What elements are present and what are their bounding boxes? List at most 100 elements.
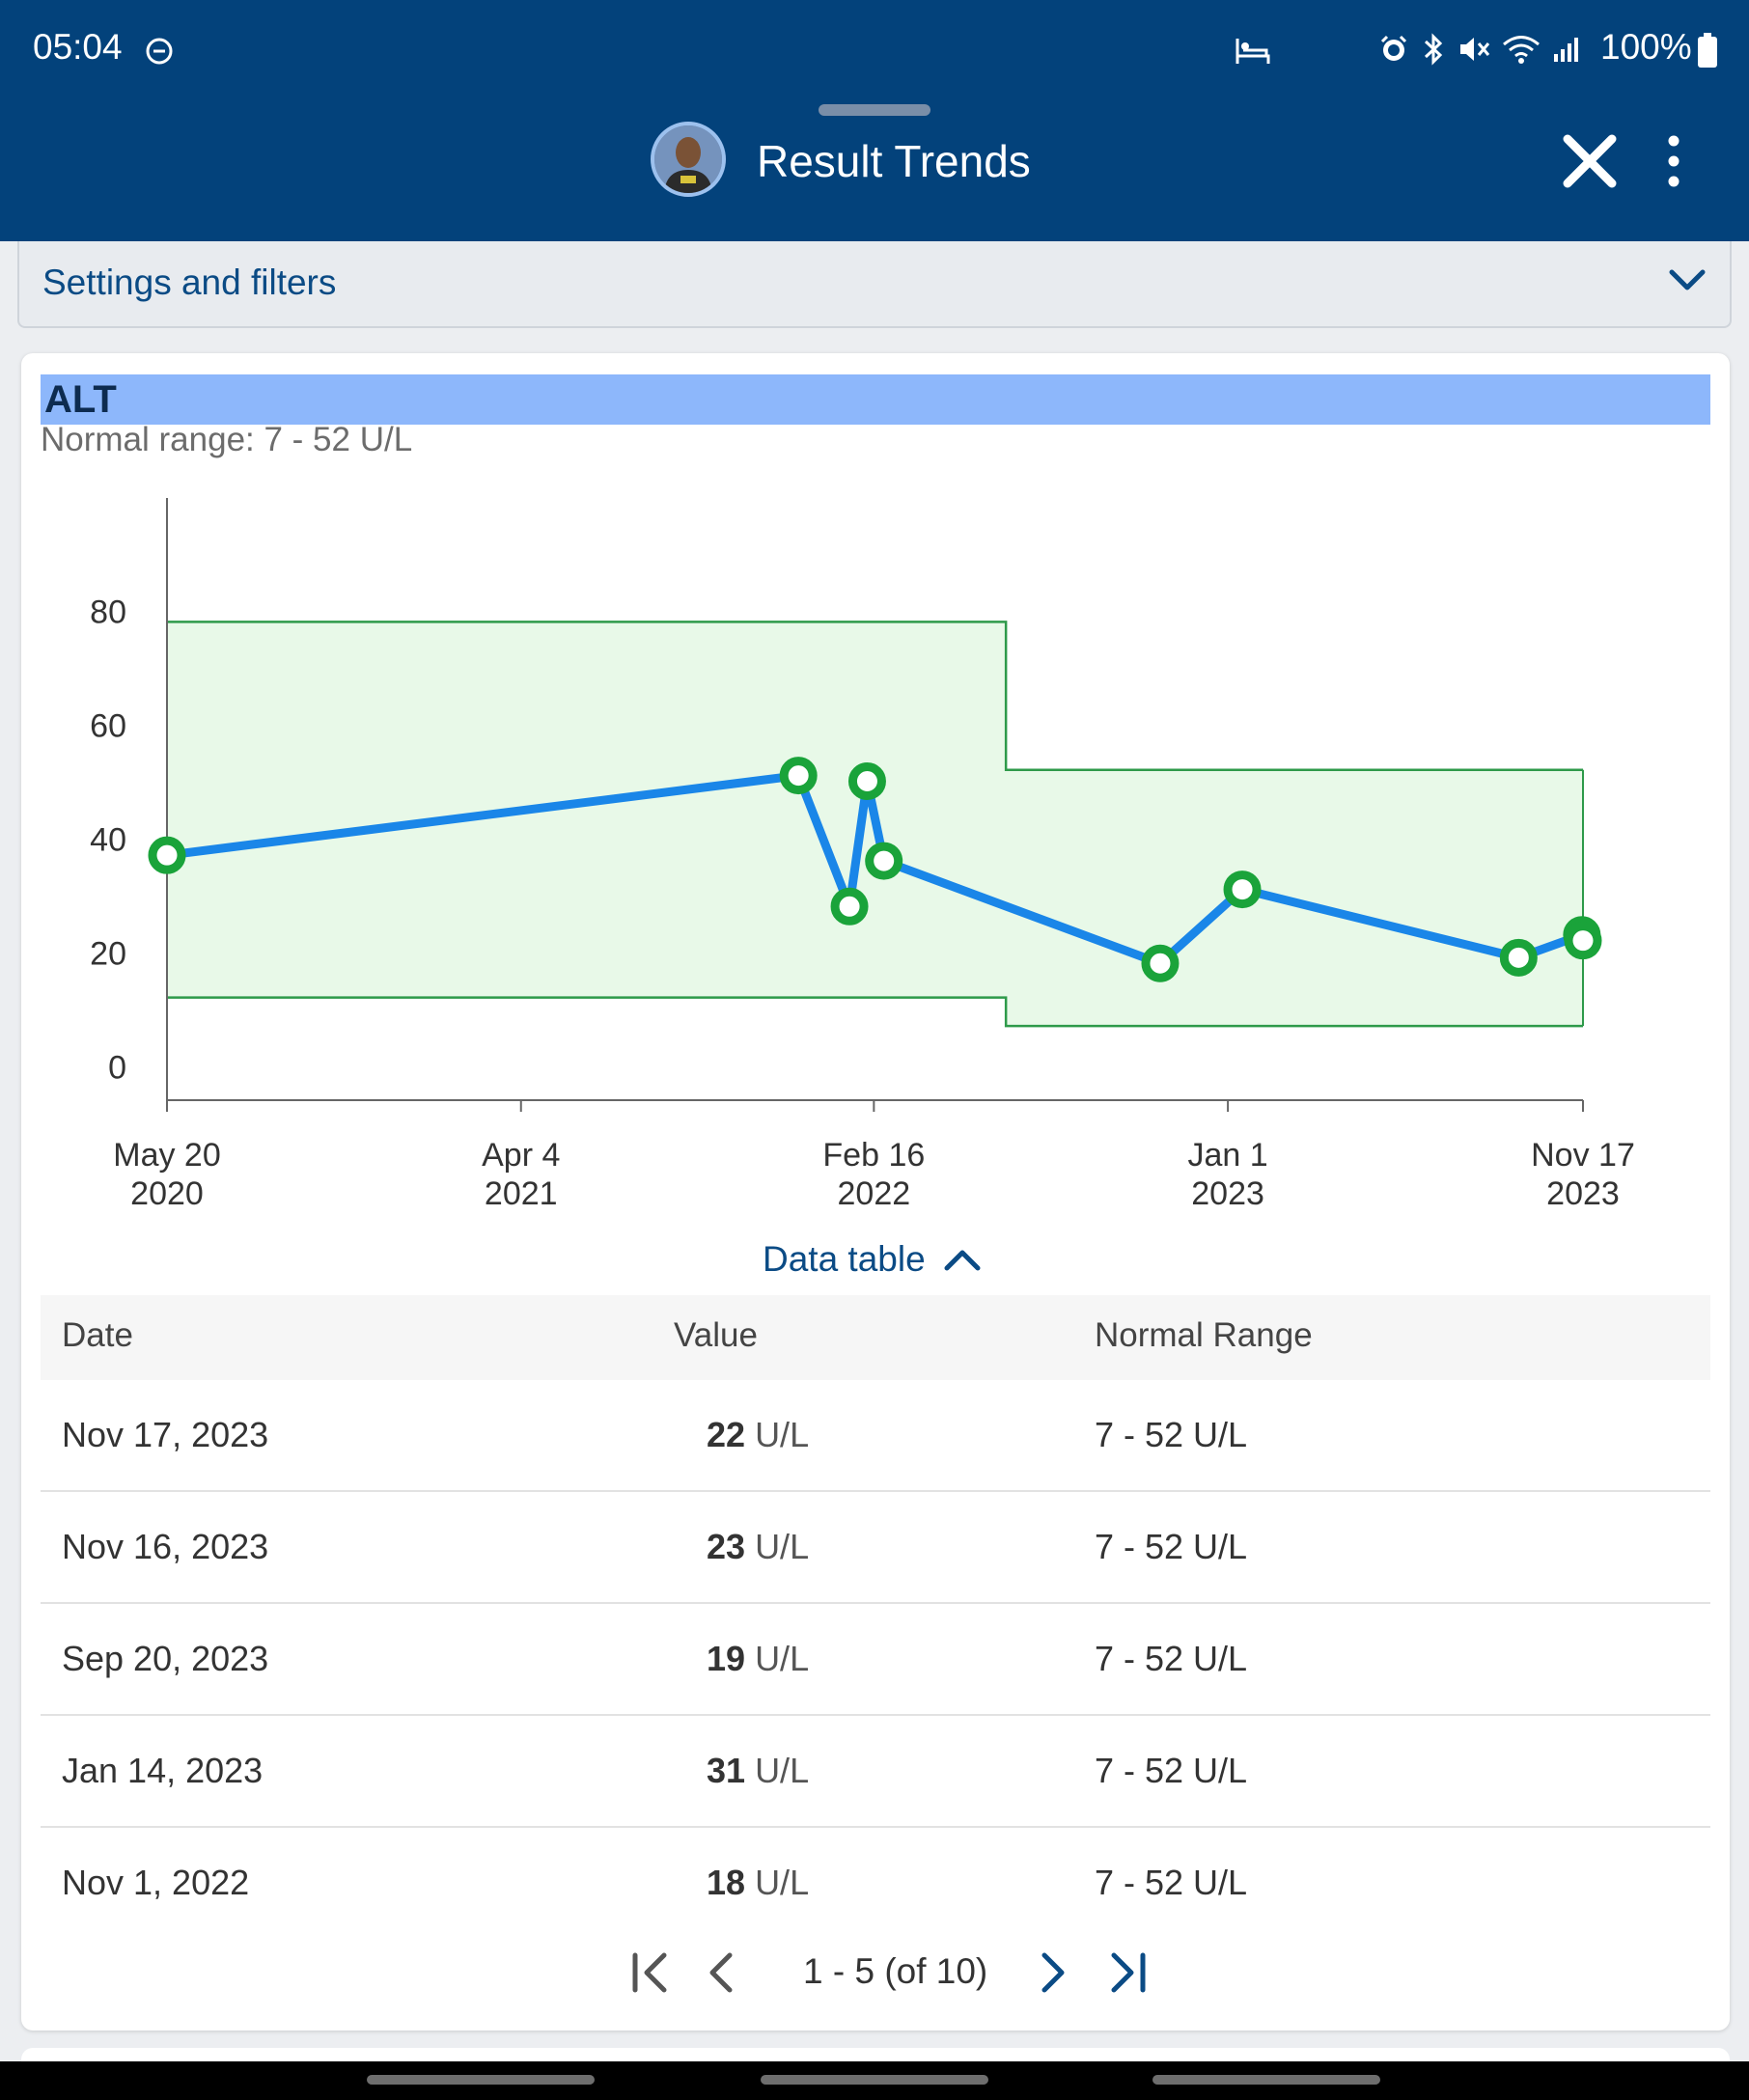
nav-recents-button[interactable]: [367, 2075, 595, 2085]
row-range: 7 - 52 U/L: [1095, 1863, 1248, 1902]
data-point: [847, 762, 886, 801]
x-tick-label: Jan 1: [1188, 1137, 1268, 1174]
series-line: [162, 771, 1588, 968]
last-page-button[interactable]: [1106, 1949, 1149, 2001]
do-not-disturb-icon: [145, 37, 174, 70]
data-point: [1564, 922, 1602, 960]
test-name: ALT: [44, 378, 117, 421]
bluetooth-icon: [1421, 33, 1446, 70]
row-value: 23 U/L: [707, 1527, 809, 1567]
x-tick-label: 2023: [1546, 1175, 1620, 1212]
x-tick-label: 2021: [485, 1175, 558, 1212]
table-row: Nov 17, 2023 22 U/L 7 - 52 U/L: [41, 1380, 1710, 1492]
y-tick-label: 20: [90, 935, 126, 972]
row-range: 7 - 52 U/L: [1095, 1639, 1248, 1678]
header-date: Date: [62, 1316, 133, 1354]
data-point: [865, 842, 903, 880]
settings-and-filters[interactable]: Settings and filters: [17, 241, 1732, 328]
row-date: Nov 1, 2022: [62, 1863, 250, 1902]
row-date: Sep 20, 2023: [62, 1639, 269, 1678]
table-row: Jan 14, 2023 31 U/L 7 - 52 U/L: [41, 1716, 1710, 1828]
data-table-toggle-label: Data table: [763, 1239, 926, 1279]
row-value-number: 22: [707, 1415, 746, 1454]
header-range: Normal Range: [1095, 1316, 1313, 1354]
x-tick-label: 2020: [130, 1175, 204, 1212]
row-value-number: 31: [707, 1751, 746, 1790]
more-vertical-icon: [1668, 135, 1680, 187]
battery-icon: [1697, 33, 1718, 72]
y-tick-label: 40: [90, 821, 126, 858]
first-page-icon: [632, 1952, 667, 1993]
drag-handle[interactable]: [819, 104, 930, 116]
row-value: 22 U/L: [707, 1415, 809, 1455]
data-point: [148, 836, 186, 874]
battery-percent: 100%: [1600, 27, 1692, 67]
row-date: Nov 16, 2023: [62, 1527, 269, 1566]
normal-range-upper-line: [167, 621, 1583, 771]
alarm-icon: [1378, 34, 1409, 69]
row-value: 18 U/L: [707, 1863, 809, 1903]
page-title: Result Trends: [757, 136, 1031, 186]
chevron-right-icon: [1041, 1952, 1065, 1993]
data-point: [1499, 938, 1538, 977]
status-time: 05:04: [33, 27, 123, 67]
row-value-number: 19: [707, 1639, 746, 1678]
x-tick-label: Feb 16: [822, 1137, 925, 1174]
system-nav-bar: [0, 2061, 1749, 2100]
header-value: Value: [674, 1316, 758, 1354]
table-row: Nov 16, 2023 23 U/L 7 - 52 U/L: [41, 1492, 1710, 1604]
row-value: 31 U/L: [707, 1751, 809, 1791]
table-row: Sep 20, 2023 19 U/L 7 - 52 U/L: [41, 1604, 1710, 1716]
more-options-button[interactable]: [1656, 131, 1691, 191]
row-value-unit: U/L: [755, 1415, 810, 1454]
test-header: ALT: [41, 374, 1710, 425]
status-bar: 05:04 100%: [0, 0, 1749, 104]
data-point: [779, 757, 818, 795]
x-tick-label: May 20: [113, 1137, 221, 1174]
sleep-mode-icon: [1234, 35, 1272, 72]
chevron-down-icon[interactable]: [1668, 268, 1707, 298]
previous-page-button[interactable]: [705, 1949, 737, 2001]
row-value-number: 23: [707, 1527, 746, 1566]
y-tick-label: 80: [90, 594, 126, 631]
chevron-up-icon: [944, 1250, 981, 1271]
mute-icon: [1458, 34, 1490, 69]
row-value-unit: U/L: [755, 1751, 810, 1790]
row-value-unit: U/L: [755, 1527, 810, 1566]
nav-home-button[interactable]: [761, 2075, 988, 2085]
row-value: 19 U/L: [707, 1639, 809, 1679]
wifi-icon: [1502, 34, 1541, 69]
row-range: 7 - 52 U/L: [1095, 1415, 1248, 1454]
nav-back-button[interactable]: [1152, 2075, 1380, 2085]
data-table-toggle[interactable]: Data table: [763, 1239, 982, 1280]
settings-label: Settings and filters: [42, 262, 337, 302]
normal-range-text: Normal range: 7 - 52 U/L: [41, 421, 413, 458]
next-page-button[interactable]: [1037, 1949, 1069, 2001]
data-point: [1223, 870, 1262, 909]
row-value-number: 18: [707, 1863, 746, 1902]
data-point: [830, 887, 869, 926]
row-range: 7 - 52 U/L: [1095, 1751, 1248, 1790]
app-bar: Result Trends: [0, 104, 1749, 241]
normal-range-lower-line: [167, 996, 1583, 1028]
row-value-unit: U/L: [755, 1863, 810, 1902]
x-tick-label: 2023: [1191, 1175, 1264, 1212]
pagination: 1 - 5 (of 10): [629, 1940, 1170, 2007]
close-icon: [1563, 134, 1617, 188]
data-table: Date Value Normal Range Nov 17, 2023 22 …: [41, 1295, 1710, 1940]
chevron-left-icon: [709, 1952, 733, 1993]
avatar[interactable]: [651, 122, 726, 197]
row-range: 7 - 52 U/L: [1095, 1527, 1248, 1566]
x-tick-label: 2022: [838, 1175, 911, 1212]
x-tick-label: Apr 4: [482, 1137, 560, 1174]
row-value-unit: U/L: [755, 1639, 810, 1678]
row-date: Nov 17, 2023: [62, 1415, 269, 1454]
data-point: [1141, 944, 1180, 982]
signal-icon: [1552, 35, 1581, 69]
table-header: Date Value Normal Range: [41, 1295, 1710, 1380]
pagination-text: 1 - 5 (of 10): [803, 1951, 988, 1991]
result-card: ALT Normal range: 7 - 52 U/L 0 20 40 60 80 Ma…: [21, 353, 1730, 2031]
close-button[interactable]: [1560, 131, 1620, 191]
first-page-button[interactable]: [629, 1949, 672, 2001]
